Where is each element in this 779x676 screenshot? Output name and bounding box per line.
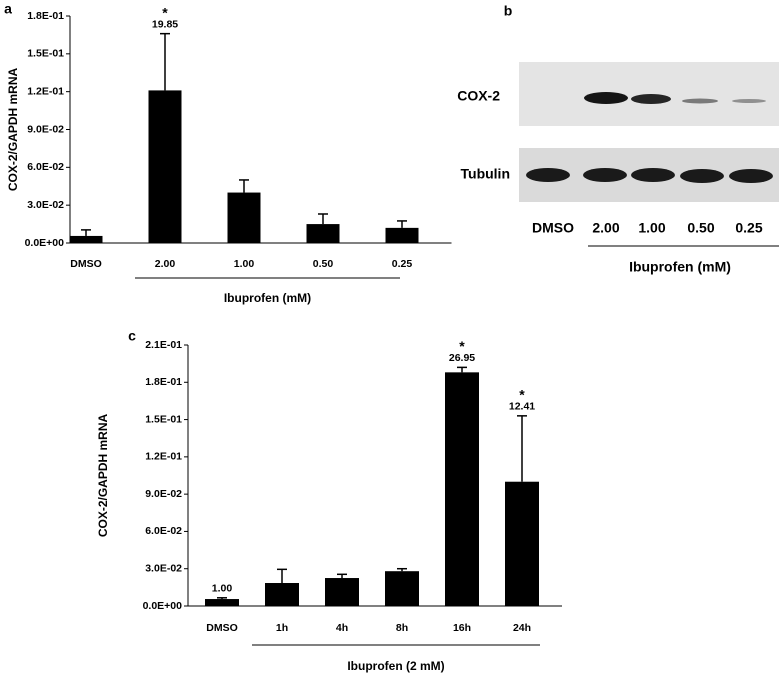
y-tick-label: 1.2E-01 [27, 85, 64, 97]
lane-label: 0.50 [687, 220, 714, 236]
fold-label: 12.41 [509, 401, 535, 413]
y-tick-label: 0.0E+00 [25, 237, 65, 249]
fold-label: 19.85 [152, 18, 178, 30]
panel-label: c [128, 328, 136, 344]
y-tick-label: 6.0E-02 [145, 525, 182, 537]
lane-label: 2.00 [592, 220, 619, 236]
bar [265, 583, 299, 606]
panel-label: a [4, 1, 12, 17]
x-tick-label: 0.50 [313, 258, 334, 270]
significance-star: * [519, 387, 525, 403]
x-tick-label: DMSO [206, 622, 238, 634]
bands [526, 92, 773, 183]
bar [205, 599, 239, 606]
significance-star: * [162, 4, 168, 20]
row-label: COX-2 [457, 88, 500, 104]
y-tick-label: 3.0E-02 [27, 199, 64, 211]
y-tick-label: 3.0E-02 [145, 562, 182, 574]
x-axis-label: Ibuprofen (2 mM) [347, 659, 444, 673]
bar [325, 578, 359, 606]
x-tick-label: 1.00 [234, 258, 255, 270]
x-tick-label: 8h [396, 622, 408, 634]
y-tick-label: 9.0E-02 [145, 488, 182, 500]
y-tick-label: 1.8E-01 [27, 10, 64, 22]
y-tick-label: 1.2E-01 [145, 451, 182, 463]
y-axis-label: COX-2/GAPDH mRNA [6, 68, 20, 192]
x-tick-label: DMSO [70, 258, 102, 270]
panel-label: b [504, 3, 513, 19]
bar [385, 227, 419, 243]
bar [306, 224, 340, 243]
x-tick-label: 1h [276, 622, 288, 634]
x-tick-label: 16h [453, 622, 471, 634]
x-tick-label: 24h [513, 622, 531, 634]
x-axis-label: Ibuprofen (mM) [224, 291, 311, 305]
y-tick-label: 9.0E-02 [27, 123, 64, 135]
bar [385, 571, 419, 606]
bar [148, 90, 182, 244]
y-tick-label: 6.0E-02 [27, 161, 64, 173]
y-axis-label: COX-2/GAPDH mRNA [96, 414, 110, 538]
x-axis-label: Ibuprofen (mM) [629, 259, 731, 275]
lane-label: 1.00 [638, 220, 665, 236]
blot-membrane [519, 62, 779, 126]
y-tick-label: 2.1E-01 [145, 339, 182, 351]
bar [69, 235, 103, 243]
lane-label: 0.25 [735, 220, 762, 236]
x-tick-label: 4h [336, 622, 348, 634]
fold-label: 26.95 [449, 352, 475, 364]
bar [227, 192, 261, 243]
bar [445, 372, 479, 606]
x-tick-label: 2.00 [155, 258, 176, 270]
y-tick-label: 0.0E+00 [143, 600, 183, 612]
lane-label: DMSO [532, 220, 574, 236]
y-tick-label: 1.5E-01 [27, 48, 64, 60]
bar [505, 481, 539, 606]
row-label: Tubulin [461, 166, 511, 182]
x-tick-label: 0.25 [392, 258, 413, 270]
y-tick-label: 1.8E-01 [145, 376, 182, 388]
significance-star: * [459, 338, 465, 354]
fold-label: 1.00 [212, 583, 233, 595]
y-tick-label: 1.5E-01 [145, 413, 182, 425]
